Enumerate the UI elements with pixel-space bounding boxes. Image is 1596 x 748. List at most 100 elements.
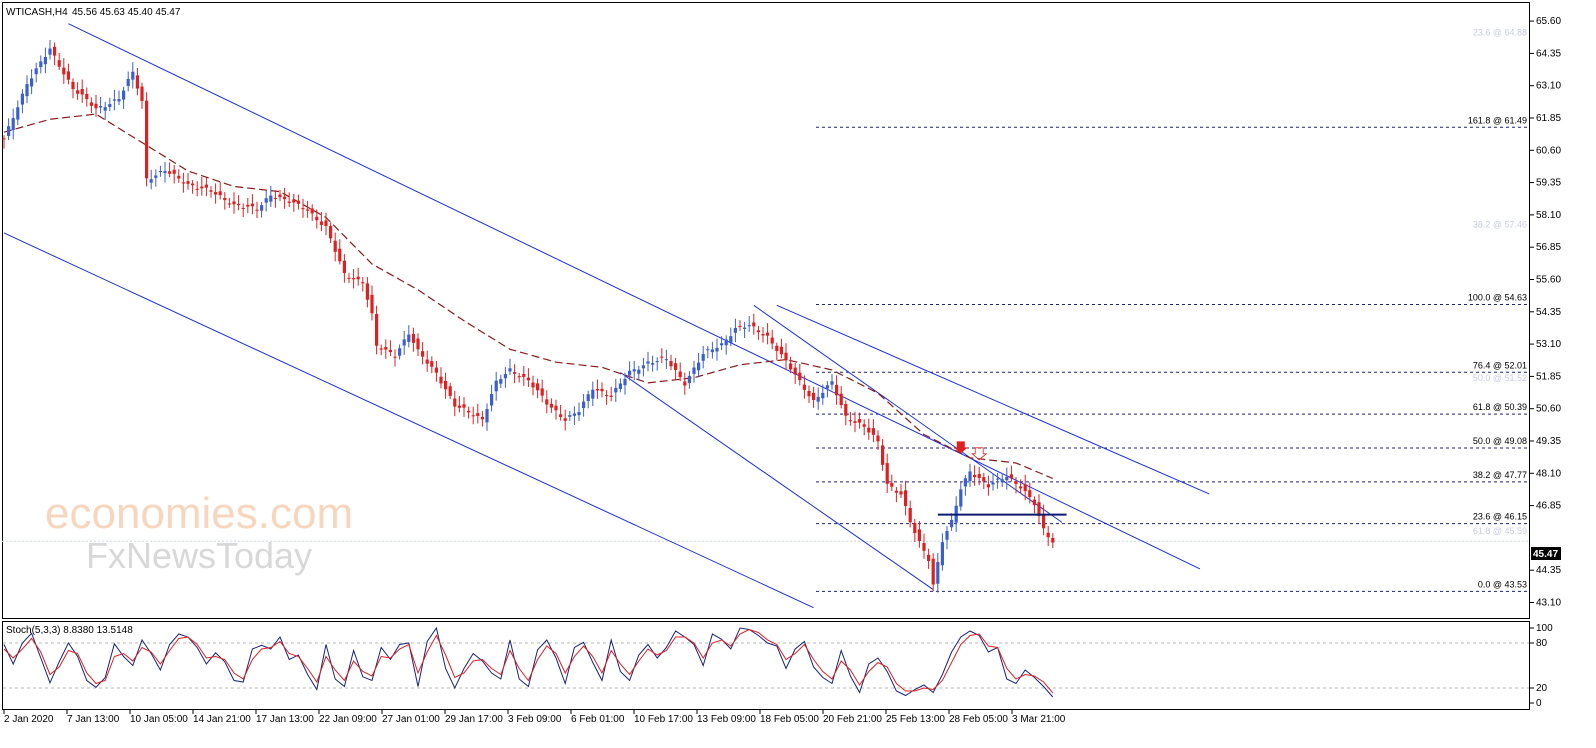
candle-body — [968, 471, 972, 482]
candle-body — [848, 420, 852, 422]
candle-body — [444, 380, 448, 390]
time-tick-label: 25 Feb 13:00 — [886, 714, 945, 725]
candle-body — [563, 418, 567, 421]
candle-body — [697, 362, 701, 371]
candle-body — [131, 71, 135, 80]
candle-body — [1028, 490, 1032, 498]
candle-body — [1019, 486, 1023, 489]
time-tick-label: 10 Jan 05:00 — [130, 714, 188, 725]
symbol-label: WTICASH,H4 — [6, 7, 68, 18]
candle-body — [388, 349, 392, 353]
candle-body — [605, 395, 609, 397]
candle-body — [586, 394, 590, 401]
candle-body — [494, 380, 498, 392]
time-tick-label: 13 Feb 09:00 — [697, 714, 756, 725]
candle-body — [784, 352, 788, 361]
candle-body — [549, 403, 553, 408]
trendline — [776, 304, 1210, 495]
candle-body — [209, 190, 213, 192]
stoch-tick-label: 80 — [1536, 638, 1548, 649]
candle-body — [218, 191, 222, 196]
candle-body — [154, 175, 158, 178]
time-tick-label: 7 Jan 13:00 — [67, 714, 120, 725]
candle-body — [278, 194, 282, 198]
moving-average — [3, 113, 1054, 480]
candle-body — [871, 428, 875, 435]
candle-body — [181, 182, 185, 184]
time-tick-label: 6 Feb 01:00 — [571, 714, 625, 725]
candle-body — [844, 404, 848, 416]
candle-body — [462, 404, 466, 408]
candle-body — [16, 107, 20, 120]
candle-body — [356, 276, 360, 280]
price-tick-label: 59.35 — [1536, 178, 1561, 189]
candle-body — [122, 90, 126, 100]
candle-body — [407, 334, 411, 342]
candle-body — [30, 78, 34, 87]
price-axis: 65.60 64.35 63.10 61.85 60.60 59.35 58.10 56.85… — [1530, 16, 1561, 608]
candle-body — [48, 48, 52, 55]
fib-faint-label: 38.2 @ 57.46 — [1473, 219, 1527, 229]
candle-body — [480, 416, 484, 420]
time-tick-label: 17 Jan 13:00 — [256, 714, 314, 725]
candle-body — [674, 363, 678, 370]
fib-level-label: 50.0 @ 49.08 — [1473, 436, 1527, 446]
candle-body — [890, 483, 894, 487]
candle-body — [917, 529, 921, 542]
candle-body — [333, 240, 337, 252]
candle-body — [200, 186, 204, 189]
candle-body — [1037, 502, 1041, 516]
candle-body — [172, 169, 176, 174]
candle-body — [287, 201, 291, 203]
current-price-tag — [1531, 547, 1561, 560]
trendline — [3, 232, 814, 609]
candle-body — [692, 367, 696, 374]
price-tick-label: 44.35 — [1536, 565, 1561, 576]
candle-body — [729, 336, 733, 343]
candle-body — [816, 396, 820, 402]
candle-body — [798, 372, 802, 381]
candle-body — [25, 84, 29, 97]
time-tick-label: 28 Feb 05:00 — [949, 714, 1008, 725]
fib-level-label: 23.6 @ 46.15 — [1473, 512, 1527, 522]
candle-body — [375, 314, 379, 346]
fibonacci-levels: 161.8 @ 61.49 100.0 @ 54.63 76.4 @ 52.01 61… — [816, 28, 1528, 592]
stoch-tick-label: 20 — [1536, 683, 1548, 694]
candle-body — [485, 408, 489, 423]
candle-body — [664, 359, 668, 361]
candle-body — [43, 56, 47, 65]
fib-faint-label: 23.6 @ 64.88 — [1473, 28, 1527, 38]
candle-body — [338, 248, 342, 262]
candle-body — [411, 333, 415, 343]
candle-body — [370, 294, 374, 314]
candle-body — [250, 203, 254, 207]
candle-body — [738, 325, 742, 327]
candle-body — [789, 363, 793, 370]
candle-body — [191, 183, 195, 186]
candle-body — [894, 490, 898, 493]
time-tick-label: 27 Jan 01:00 — [382, 714, 440, 725]
stoch-tick-label: 0 — [1536, 698, 1542, 709]
candle-body — [876, 435, 880, 442]
candle-body — [237, 203, 241, 206]
candle-body — [632, 369, 636, 372]
candle-body — [296, 200, 300, 204]
candle-body — [273, 197, 277, 199]
time-tick-label: 20 Feb 21:00 — [823, 714, 882, 725]
price-tick-label: 58.10 — [1536, 210, 1561, 221]
price-tick-label: 53.10 — [1536, 339, 1561, 350]
candle-body — [149, 179, 153, 183]
candle-body — [117, 99, 121, 102]
candle-body — [775, 345, 779, 352]
candle-body — [246, 204, 250, 207]
fib-faint-label: 61.8 @ 45.59 — [1473, 526, 1527, 536]
candle-body — [1051, 537, 1055, 543]
candle-body — [623, 378, 627, 386]
candle-body — [660, 356, 664, 358]
candle-body — [715, 348, 719, 352]
candle-body — [269, 195, 273, 202]
candle-body — [402, 339, 406, 346]
price-tick-label: 48.10 — [1536, 468, 1561, 479]
